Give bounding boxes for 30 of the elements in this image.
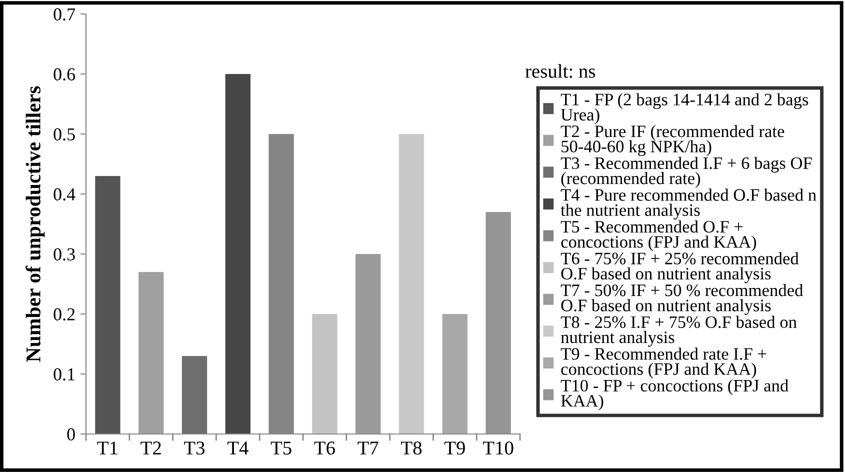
x-tick-label: T8 — [401, 442, 422, 455]
x-tick-label: T10 — [482, 442, 514, 455]
y-tick-label: 0.1 — [54, 368, 74, 381]
legend-label: T5 - Recommended O.F + concoctions (FPJ and KAA) — [560, 220, 756, 252]
y-tick-label: 0 — [67, 428, 75, 440]
y-axis-title: Number of unproductive tillers — [26, 86, 45, 362]
text: result: ns — [525, 64, 596, 78]
legend-label: T2 - Pure IF (recommended rate 50-40-60 kg NPK/ha) — [560, 125, 784, 156]
y-tick-label: 0.5 — [54, 128, 75, 141]
y-tick-label: 0.6 — [54, 68, 76, 81]
x-tick-label: T1 — [97, 442, 118, 454]
x-tick-label: T5 — [270, 442, 292, 455]
y-tick-label: 0.3 — [54, 248, 75, 261]
legend-label: T1 - FP (2 bags 14-1414 and 2 bags Urea) — [560, 93, 808, 124]
x-tick-label: T3 — [184, 442, 205, 455]
y-tick-label: 0.4 — [54, 188, 76, 201]
x-tick-label: T9 — [444, 442, 465, 455]
legend-label: T4 - Pure recommended O.F based n the nutrient analysis — [560, 188, 816, 220]
y-tick-label: 0.7 — [54, 8, 76, 21]
x-tick-label: T2 — [140, 442, 161, 454]
y-tick-label: 0.2 — [54, 308, 75, 321]
legend-label: T9 - Recommended rate I.F + concoctions (FPJ and KAA) — [560, 348, 766, 378]
legend-label: T10 - FP + concoctions (FPJ and KAA) — [560, 379, 788, 410]
legend-label: T6 - 75% IF + 25% recommended O.F based on nutrient analysis — [560, 252, 799, 284]
legend-label: T3 - Recommended I.F + 6 bags OF (recommended rate) — [560, 156, 812, 188]
x-tick-label: T4 — [227, 442, 248, 454]
legend-label: T7 - 50% IF + 50 % recommended O.F based on nutrient analysis — [560, 284, 804, 315]
x-tick-label: T7 — [358, 442, 378, 454]
legend-label: T8 - 25% I.F + 75% O.F based on nutrient analysis — [560, 316, 797, 347]
x-tick-label: T6 — [314, 442, 335, 455]
